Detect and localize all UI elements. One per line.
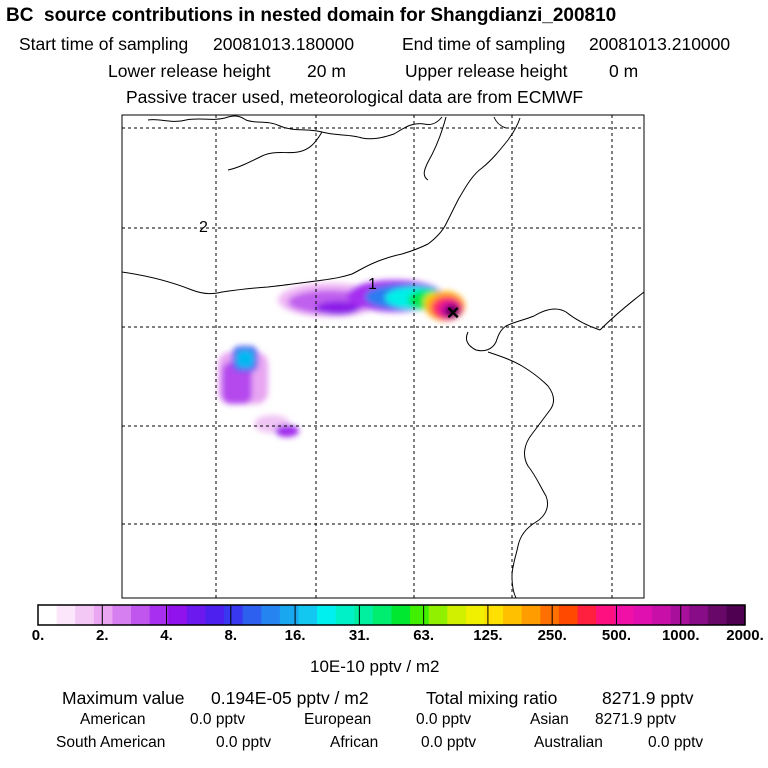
- region-value-african: 0.0 pptv: [421, 734, 477, 751]
- region-value-south-american: 0.0 pptv: [216, 734, 272, 751]
- colorbar-cell: [242, 605, 262, 625]
- colorbar-cell: [372, 605, 393, 625]
- colorbar-cell: [112, 605, 132, 625]
- plume-marker-1: 1: [368, 276, 377, 293]
- region-value-european: 0.0 pptv: [416, 711, 472, 728]
- colorbar-cell: [633, 605, 653, 625]
- colorbar-cell: [484, 605, 504, 625]
- upper-height-label: Upper release height: [405, 61, 568, 81]
- colorbar-cell: [558, 605, 579, 625]
- colorbar-cell: [261, 605, 281, 625]
- colorbar-cell: [447, 605, 467, 625]
- colorbar-cell: [186, 605, 207, 625]
- colorbar-cell: [205, 605, 225, 625]
- region-name-american: American: [80, 711, 146, 728]
- colorbar-tick-label: 1000.: [661, 627, 700, 644]
- map-title: BC source contributions in nested domain…: [6, 5, 617, 26]
- colorbar-cell: [428, 605, 448, 625]
- secondary-plume: [218, 346, 299, 437]
- total-mixing-value: 8271.9 pptv: [602, 688, 694, 708]
- start-time-value: 20081013.180000: [213, 34, 355, 54]
- colorbar-cell: [521, 605, 541, 625]
- start-time-label: Start time of sampling: [19, 34, 189, 54]
- region-name-african: African: [330, 734, 379, 751]
- colorbar-cell: [168, 605, 188, 625]
- plume-marker-2: 2: [199, 219, 208, 236]
- colorbar-tick-label: 63.: [413, 627, 435, 644]
- colorbar-cell: [651, 605, 672, 625]
- colorbar-cell: [540, 605, 560, 625]
- colorbar-cell: [577, 605, 597, 625]
- region-name-asian: Asian: [530, 711, 569, 728]
- colorbar-cell: [670, 605, 690, 625]
- region-name-european: European: [304, 711, 372, 728]
- lat-lon-grid: [122, 115, 644, 598]
- region-value-asian: 8271.9 pptv: [595, 711, 677, 728]
- region-name-south-american: South American: [56, 734, 166, 751]
- colorbar-cell: [224, 605, 244, 625]
- colorbar-tick-label: 2000.: [726, 627, 764, 644]
- colorbar-cell: [131, 605, 151, 625]
- total-mixing-label: Total mixing ratio: [426, 688, 558, 708]
- end-time-value: 20081013.210000: [589, 34, 731, 54]
- colorbar-cell: [279, 605, 300, 625]
- colorbar-cell: [317, 605, 337, 625]
- main-plume: [278, 280, 465, 321]
- colorbar-cell: [689, 605, 709, 625]
- colorbar-cell: [354, 605, 374, 625]
- colorbar-cell: [391, 605, 411, 625]
- colorbar-cell: [75, 605, 95, 625]
- colorbar-cell: [335, 605, 355, 625]
- colorbar-cell: [465, 605, 486, 625]
- colorbar-tick-label: 31.: [348, 627, 370, 644]
- colorbar-frame: [37, 604, 746, 626]
- colorbar-tick-label: 2.: [96, 627, 109, 644]
- colorbar-cell: [298, 605, 318, 625]
- end-time-label: End time of sampling: [402, 34, 566, 54]
- colorbar-cell: [707, 605, 727, 625]
- colorbar-cell: [93, 605, 114, 625]
- colorbar-cell: [596, 605, 616, 625]
- colorbar-cell: [614, 605, 634, 625]
- colorbar-tick-label: 500.: [601, 627, 632, 644]
- colorbar-tick-label: 125.: [473, 627, 503, 644]
- tracer-note: Passive tracer used, meteorological data…: [126, 87, 584, 107]
- upper-height-value: 0 m: [609, 61, 639, 81]
- max-value-label: Maximum value: [62, 688, 185, 708]
- max-value: 0.194E-05 pptv / m2: [211, 688, 369, 708]
- lower-height-value: 20 m: [307, 61, 346, 81]
- region-value-australian: 0.0 pptv: [648, 734, 704, 751]
- country-boundaries: [122, 115, 644, 598]
- region-name-australian: Australian: [534, 734, 603, 751]
- colorbar-tick-label: 4.: [160, 627, 173, 644]
- colorbar-cell: [38, 605, 58, 625]
- colorbar: [38, 605, 746, 625]
- colorbar-cell: [56, 605, 76, 625]
- map-frame: [121, 114, 645, 599]
- colorbar-cell: [503, 605, 523, 625]
- colorbar-cell: [410, 605, 430, 625]
- colorbar-tick-label: 16.: [284, 627, 306, 644]
- region-value-american: 0.0 pptv: [190, 711, 246, 728]
- colorbar-dividers: [101, 605, 682, 625]
- colorbar-cell: [726, 605, 746, 625]
- colorbar-tick-label: 0.: [31, 627, 45, 644]
- svg-text:×: ×: [447, 300, 460, 325]
- receptor-marker: ×: [447, 300, 460, 325]
- lower-height-label: Lower release height: [108, 61, 271, 81]
- colorbar-tick-label: 250.: [537, 627, 567, 644]
- colorbar-unit: 10E-10 pptv / m2: [310, 657, 440, 676]
- colorbar-cell: [149, 605, 169, 625]
- colorbar-tick-label: 8.: [224, 627, 238, 644]
